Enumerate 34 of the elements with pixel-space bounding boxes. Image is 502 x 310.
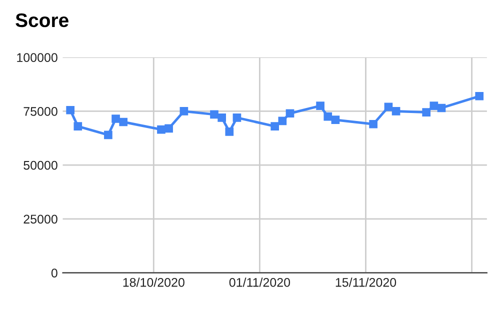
point	[104, 130, 112, 140]
point	[430, 102, 438, 110]
point	[218, 114, 226, 122]
point	[369, 120, 378, 128]
point	[180, 107, 188, 116]
point	[119, 118, 128, 126]
point	[232, 114, 242, 122]
point	[286, 109, 294, 118]
y-tick-label: 25000	[24, 214, 58, 224]
chart-title: Score	[16, 13, 68, 28]
point	[422, 108, 431, 116]
point	[331, 116, 340, 124]
point	[278, 116, 287, 126]
y-tick-label: 100000	[17, 53, 58, 62]
x-tick-label: 15/11/2020	[336, 278, 396, 287]
point	[210, 110, 218, 119]
point	[437, 104, 446, 112]
x-tick-label: 18/10/2020	[123, 278, 184, 287]
x-tick-label: 01/11/2020	[229, 278, 290, 287]
point	[316, 102, 324, 110]
y-tick-label: 50000	[24, 160, 58, 170]
point	[112, 114, 120, 123]
y-tick-label: 0	[51, 268, 58, 278]
point	[475, 92, 484, 100]
point	[392, 107, 400, 116]
point	[157, 125, 166, 134]
point	[225, 128, 234, 136]
point	[66, 106, 74, 114]
point	[164, 124, 173, 133]
y-tick-label: 75000	[24, 107, 58, 116]
point	[384, 102, 393, 112]
point	[270, 122, 280, 130]
point	[324, 112, 332, 121]
point	[74, 122, 82, 130]
